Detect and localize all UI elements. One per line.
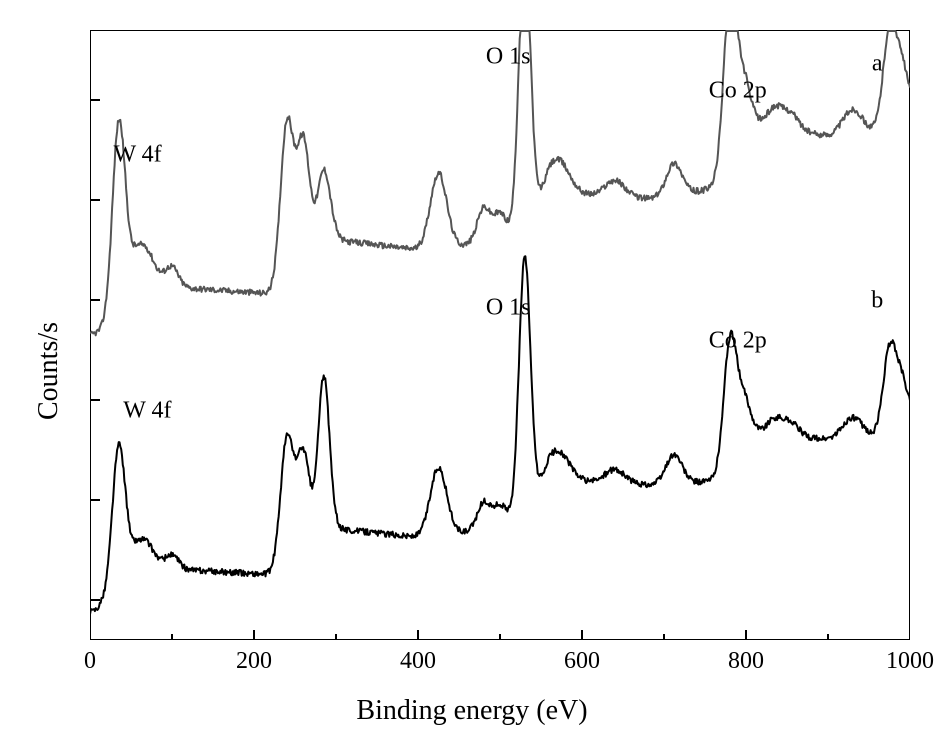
peak-label-b-Co2p: Co 2p (709, 328, 767, 355)
x-axis-label: Binding energy (eV) (0, 695, 944, 727)
x-tick-label: 600 (564, 648, 600, 675)
peak-label-b-W4f: W 4f (123, 398, 171, 425)
x-tick-label: 800 (728, 648, 764, 675)
plot-area: 02004006008001000W 4fO 1sCo 2paW 4fO 1sC… (90, 30, 910, 640)
x-tick-label: 1000 (886, 648, 934, 675)
x-tick-label: 400 (400, 648, 436, 675)
peak-label-b-O1s: O 1s (486, 294, 531, 321)
xps-spectrum-chart (90, 30, 910, 640)
x-tick-label: 200 (236, 648, 272, 675)
peak-label-a-O1s: O 1s (486, 44, 531, 71)
figure-wrapper: Counts/s Binding energy (eV) 0 200 400 600 8… (0, 0, 944, 742)
y-axis-label: Counts/s (33, 322, 65, 420)
peak-label-b-label: b (871, 288, 883, 315)
x-tick-label: 0 (84, 648, 96, 675)
peak-label-a-W4f: W 4f (113, 142, 161, 169)
peak-label-a-Co2p: Co 2p (709, 78, 767, 105)
spectrum-a (90, 31, 910, 335)
peak-label-a-label: a (872, 50, 883, 77)
